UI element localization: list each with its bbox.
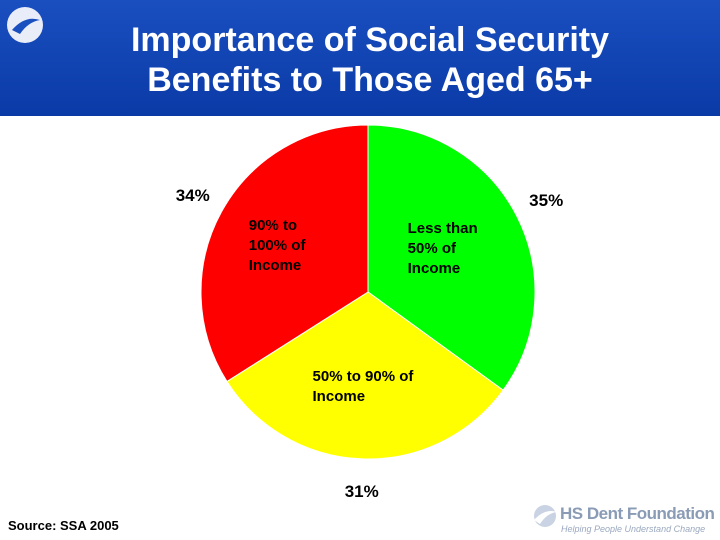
slice-label: 90% to 100% of Income <box>248 217 306 275</box>
slice-label: 50% to 90% of Income <box>312 367 414 405</box>
header <box>0 0 720 116</box>
value-label: 35% <box>529 191 564 211</box>
slice-label: Less than 50% of Income <box>407 219 478 277</box>
logo-name: HS Dent Foundation <box>560 504 715 523</box>
chart-title: Importance of Social Security Benefits t… <box>130 21 610 99</box>
pie-slice <box>367 124 536 391</box>
pie-slice <box>200 124 369 383</box>
pie-slice <box>226 291 504 460</box>
value-label: 34% <box>175 185 210 205</box>
footer-logo <box>534 505 557 527</box>
value-label: 31% <box>344 481 379 501</box>
source: Source: SSA 2005 <box>8 518 119 533</box>
header-logo <box>7 7 43 43</box>
logo-tagline: Helping People Understand Change <box>561 524 706 534</box>
